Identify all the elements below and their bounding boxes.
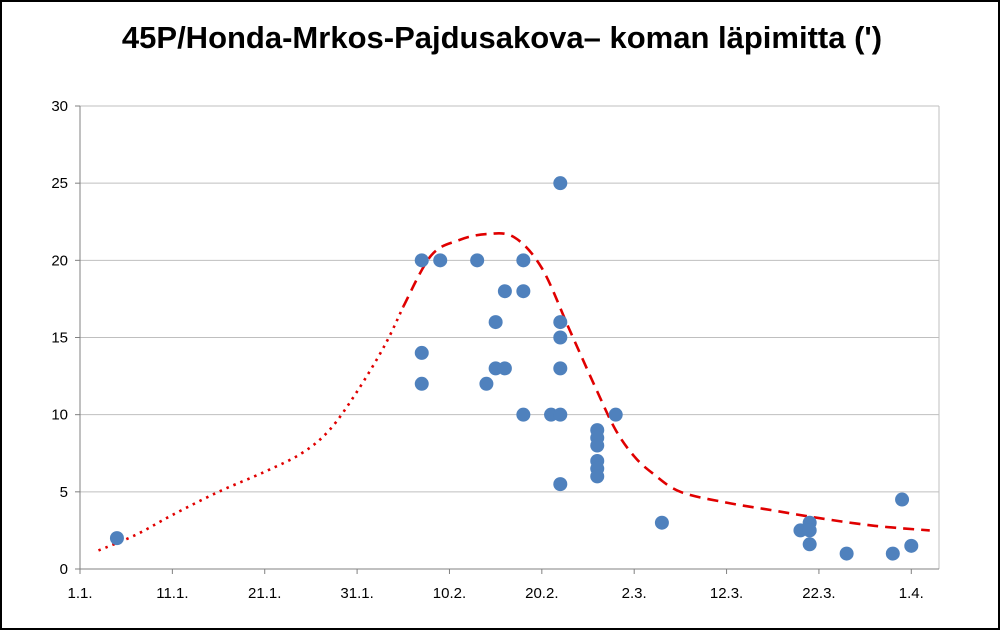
chart-title: 45P/Honda-Mrkos-Pajdusakova– koman läpim… xyxy=(121,20,883,55)
data-point xyxy=(414,253,429,268)
x-tick-label: 22.3. xyxy=(802,585,835,602)
data-point xyxy=(590,469,605,484)
data-point xyxy=(553,176,568,191)
y-tick-label: 25 xyxy=(51,175,68,192)
data-point xyxy=(802,523,817,538)
data-point xyxy=(895,492,910,507)
data-point xyxy=(488,315,503,330)
data-point xyxy=(553,315,568,330)
x-tick-label: 10.2. xyxy=(433,585,466,602)
y-tick-label: 15 xyxy=(51,330,68,347)
x-tick-label: 1.4. xyxy=(899,585,924,602)
fit-curve-dashed xyxy=(402,232,930,532)
x-tick-label: 11.1. xyxy=(156,585,188,602)
data-point xyxy=(608,407,623,422)
data-point xyxy=(516,407,531,422)
data-point xyxy=(109,531,124,546)
y-tick-label: 20 xyxy=(51,252,68,269)
x-tick-label: 2.3. xyxy=(622,585,647,602)
x-tick-label: 20.2. xyxy=(525,585,558,602)
x-tick-label: 1.1. xyxy=(67,585,92,602)
data-point xyxy=(590,438,605,453)
data-point xyxy=(497,361,512,376)
data-point xyxy=(479,376,494,391)
data-point xyxy=(414,345,429,360)
y-tick-label: 30 xyxy=(51,98,68,115)
x-tick-label: 12.3. xyxy=(710,585,743,602)
data-point xyxy=(904,538,919,553)
data-point xyxy=(516,284,531,299)
data-point xyxy=(553,407,568,422)
data-point xyxy=(433,253,448,268)
y-tick-label: 5 xyxy=(60,484,68,501)
data-point xyxy=(654,515,669,530)
data-point xyxy=(497,284,512,299)
y-tick-label: 0 xyxy=(60,561,68,578)
data-point xyxy=(553,477,568,492)
data-point xyxy=(516,253,531,268)
x-tick-label: 21.1. xyxy=(248,585,281,602)
data-point xyxy=(885,546,900,561)
x-tick-label: 31.1. xyxy=(340,585,373,602)
data-point xyxy=(553,330,568,345)
y-tick-label: 10 xyxy=(51,407,68,424)
data-point xyxy=(414,376,429,391)
data-point xyxy=(553,361,568,376)
fit-curve-dotted xyxy=(97,306,405,552)
data-point xyxy=(839,546,854,561)
data-point xyxy=(802,537,817,552)
data-point xyxy=(470,253,485,268)
